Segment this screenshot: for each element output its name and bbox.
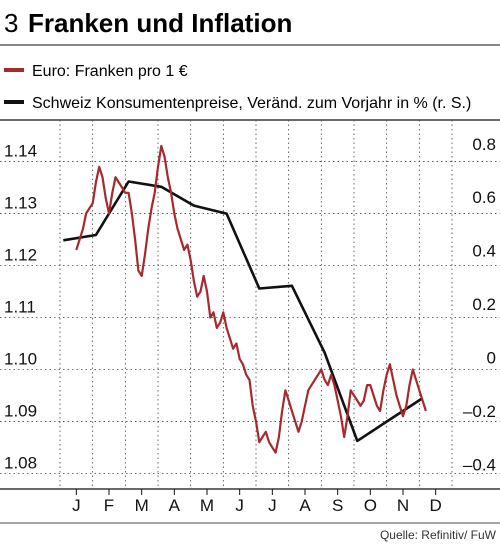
left-axis-ticks: 1.14 1.13 1.12 1.11 1.10 1.09 1.08 bbox=[4, 142, 37, 473]
series-line-eur-chf bbox=[75, 144, 427, 454]
right-axis-ticks: 0.8 0.6 0.4 0.2 0 –0.2 –0.4 bbox=[463, 135, 496, 475]
chart-number: 3 bbox=[4, 8, 18, 38]
x-axis-tick-label: N bbox=[397, 496, 409, 515]
grid bbox=[0, 120, 500, 489]
x-axis-tick-label: S bbox=[332, 496, 343, 515]
right-axis-tick-label: –0.4 bbox=[463, 456, 496, 475]
left-axis-tick-label: 1.14 bbox=[4, 142, 37, 161]
x-axis-tick-label: M bbox=[135, 496, 149, 515]
legend-label-eur-chf: Euro: Franken pro 1 € bbox=[32, 63, 188, 80]
eur-chf-layer bbox=[75, 144, 427, 454]
right-axis-tick-label: 0.6 bbox=[472, 188, 496, 207]
left-axis-tick-label: 1.12 bbox=[4, 246, 37, 265]
source-note: Quelle: Refinitiv/ FuW bbox=[380, 528, 497, 542]
cpi-layer bbox=[63, 180, 424, 443]
x-axis-tick-label: A bbox=[169, 496, 181, 515]
x-axis-tick-label: A bbox=[299, 496, 311, 515]
left-axis-tick-label: 1.08 bbox=[4, 453, 37, 472]
right-axis-tick-label: 0.4 bbox=[472, 242, 496, 261]
left-axis-tick-label: 1.10 bbox=[4, 349, 37, 368]
left-axis-tick-label: 1.13 bbox=[4, 194, 37, 213]
x-axis-tick-label: J bbox=[268, 496, 277, 515]
x-axis-tick-label: M bbox=[200, 496, 214, 515]
series-line-cpi bbox=[63, 180, 424, 443]
legend: Euro: Franken pro 1 € Schweiz Konsumente… bbox=[4, 63, 471, 112]
x-axis-tick-label: J bbox=[235, 496, 244, 515]
right-axis-tick-label: 0.2 bbox=[472, 295, 496, 314]
x-axis-tick-label: F bbox=[104, 496, 114, 515]
right-axis-tick-label: 0 bbox=[487, 349, 496, 368]
x-axis-tick-label: O bbox=[364, 496, 377, 515]
right-axis-tick-label: –0.2 bbox=[463, 402, 496, 421]
right-axis-tick-label: 0.8 bbox=[472, 135, 496, 154]
left-axis-tick-label: 1.09 bbox=[4, 401, 37, 420]
x-axis-tick-label: D bbox=[430, 496, 442, 515]
legend-label-cpi: Schweiz Konsumentenpreise, Veränd. zum V… bbox=[32, 95, 471, 112]
left-axis-tick-label: 1.11 bbox=[4, 297, 36, 316]
chart-title: Franken und Inflation bbox=[28, 8, 292, 38]
x-axis-tick-label: J bbox=[72, 496, 81, 515]
